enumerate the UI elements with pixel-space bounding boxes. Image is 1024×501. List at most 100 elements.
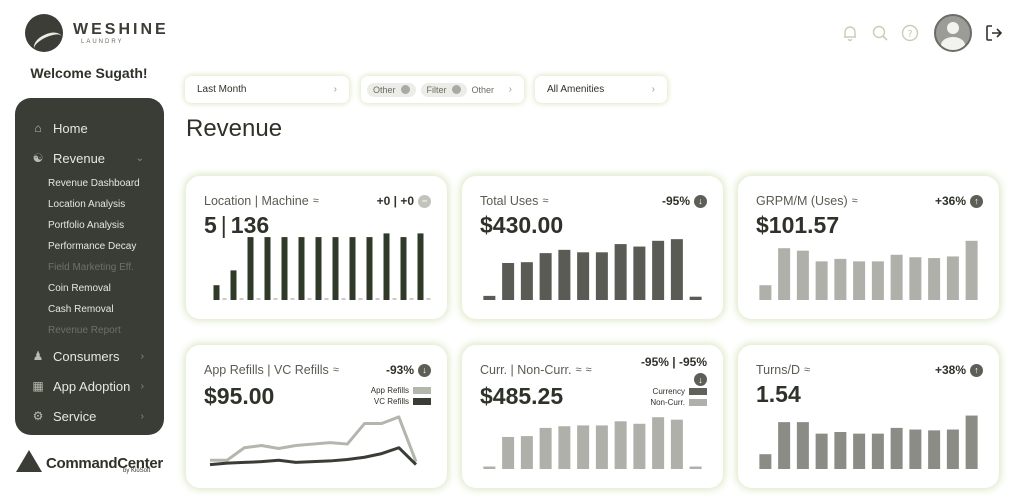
card-value: 1.54 [756,381,801,407]
bar [834,258,847,300]
app-adoption-icon: ▦ [32,379,44,393]
arrow-up-icon: ↑ [970,363,983,377]
bar [383,233,390,300]
sidebar-item-label: Consumers [53,348,120,364]
bar [502,263,515,300]
card-turns[interactable]: Turns/D ≈ 1.54 +38% ↑ [738,345,999,488]
bar [633,246,646,300]
bar-chart [483,239,702,300]
bar [539,253,552,300]
sub-item-location-analysis[interactable]: Location Analysis [48,199,126,210]
commandcenter-mark [16,450,42,472]
welcome-message: Welcome Sugath! [30,65,148,81]
sidebar-item-revenue[interactable]: ☯ Revenue ⌄ [15,143,164,173]
sidebar-item-app-adoption[interactable]: ▦ App Adoption › [15,371,164,401]
brand-sub: LAUNDRY [81,39,124,45]
bar [213,285,220,300]
help-icon[interactable]: ? [900,23,920,43]
legend-item: App Refills [371,386,431,395]
card-total-uses[interactable]: Total Uses ≈ $430.00 -95% ↓ [462,176,723,319]
filter-chip-other[interactable]: Other [471,84,495,95]
weshine-logo[interactable]: WESHINE LAUNDRY [25,14,169,52]
legend-swatch [689,388,707,395]
wifi-icon: ≈ [851,195,858,207]
chip-remove-icon[interactable] [400,85,410,94]
card-app-refills[interactable]: App Refills | VC Refills ≈ $95.00 -93% ↓ A… [186,345,447,488]
bar [796,250,809,300]
bar [834,432,847,469]
bar-chart [483,417,702,469]
card-grpm[interactable]: GRPM/M (Uses) ≈ $101.57 +36% ↑ [738,176,999,319]
bar [264,237,271,300]
bar [633,423,646,469]
chip-label: Other [373,84,396,95]
bar-secondary [256,298,261,300]
sub-item-performance-decay[interactable]: Performance Decay [48,241,137,252]
bar [595,252,608,300]
card-value: $95.00 [204,383,275,409]
sub-item-coin-removal[interactable]: Coin Removal [48,283,111,294]
amenities-select[interactable]: All Amenities › [535,76,667,103]
sidebar-item-label: Home [53,120,88,136]
chevron-right-icon: › [140,380,144,392]
change-badge: -95% | -95% [641,355,707,369]
search-icon[interactable] [870,23,890,43]
avatar[interactable] [934,14,972,52]
sidebar-item-home[interactable]: ⌂ Home [15,113,164,143]
sub-item-portfolio-analysis[interactable]: Portfolio Analysis [48,220,125,231]
bar-chart [759,415,978,469]
legend-item: Non-Curr. [650,398,707,407]
bar [614,421,627,469]
chip-remove-icon[interactable] [451,85,461,94]
bar [595,425,608,469]
bar [759,454,772,469]
badge-text: -93% [385,363,414,377]
sub-item-field-marketing: Field Marketing Eff. [48,262,134,273]
legend-swatch [413,387,431,394]
filter-chips[interactable]: Other Filter Other › [361,76,524,103]
arrow-down-icon: ↓ [694,194,707,208]
bar [558,426,571,469]
bar-secondary [307,298,312,300]
bar [815,261,828,300]
bar [652,240,665,300]
card-currency[interactable]: Curr. | Non-Curr. ≈ ≈ $485.25 -95% | -95% … [462,345,723,488]
filter-chip[interactable]: Filter [420,82,467,97]
filter-chip[interactable]: Other [367,82,416,97]
bar [946,256,959,300]
wifi-icon: ≈ [542,195,549,207]
bar-secondary [273,298,278,300]
card-title: App Refills | VC Refills [204,363,329,377]
page-title: Revenue [186,115,283,142]
series-line [209,446,418,467]
sub-item-revenue-report: Revenue Report [48,325,121,336]
badge-text: +36% [934,194,966,208]
badge-text: -95% | -95% [640,355,707,369]
header-actions: ? [830,14,1004,52]
sidebar-item-label: Revenue [53,150,106,166]
badge-text: +0 | +0 [376,194,414,208]
sub-item-revenue-dashboard[interactable]: Revenue Dashboard [48,178,140,189]
card-value: $485.25 [480,383,564,409]
sidebar-item-service[interactable]: ⚙ Service › [15,401,164,431]
revenue-icon: ☯ [32,151,44,165]
bar-secondary [239,298,244,300]
bar-secondary [341,298,346,300]
sub-item-cash-removal[interactable]: Cash Removal [48,304,114,315]
arrow-up-icon: ↑ [970,194,983,208]
sidebar-item-consumers[interactable]: ♟ Consumers › [15,341,164,371]
svg-text:?: ? [907,29,912,40]
bar [483,295,496,300]
period-select[interactable]: Last Month › [185,76,349,103]
bar [577,252,590,300]
bar-chart [759,240,978,300]
sidebar: ⌂ Home ☯ Revenue ⌄ Revenue Dashboard Loc… [15,98,164,435]
bar-secondary [409,298,414,300]
logout-icon[interactable] [984,23,1004,43]
card-location-machine[interactable]: Location | Machine ≈ 5 | 136 +0 | +0− [186,176,447,319]
bell-icon[interactable] [840,23,860,43]
line-chart [209,415,418,467]
logo-mark [25,14,63,52]
card-title: Total Uses [480,194,539,208]
bar-secondary [222,298,227,300]
